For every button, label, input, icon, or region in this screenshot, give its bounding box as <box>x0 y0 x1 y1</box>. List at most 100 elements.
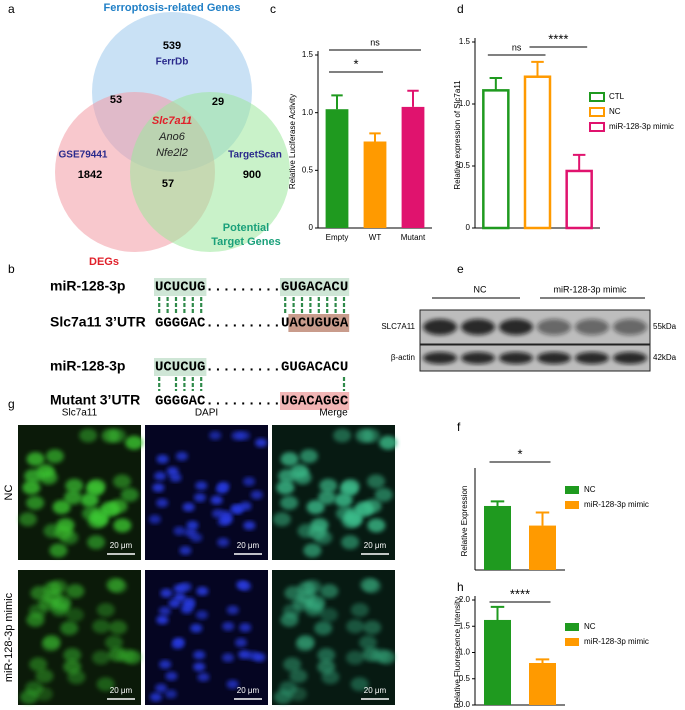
highlight <box>154 358 207 376</box>
cell <box>346 619 365 634</box>
cell <box>113 518 132 533</box>
cell <box>164 689 177 699</box>
cell <box>104 635 123 650</box>
bar <box>565 169 593 230</box>
cell <box>106 577 125 592</box>
cell <box>22 480 41 495</box>
error-bar <box>331 94 343 110</box>
y-tick-label: 1.0 <box>302 108 314 117</box>
y-axis-label: Relative expression of Slc7a11 <box>453 80 462 190</box>
cell <box>26 495 45 510</box>
cell <box>169 473 182 483</box>
cell <box>210 495 223 505</box>
cell <box>66 584 85 599</box>
cell <box>230 504 243 514</box>
cell <box>156 454 169 464</box>
legend-swatch <box>565 623 579 631</box>
cell <box>293 470 312 485</box>
blot-band <box>499 352 533 364</box>
y-axis-label: Relative Luciferase Activity <box>288 94 297 189</box>
seq-label: miR-128-3p <box>50 278 125 294</box>
y-tick-label: 1.0 <box>459 99 471 108</box>
micrograph: 20 μm <box>272 425 398 560</box>
sequence: UCUCUG.........GUGACACU <box>155 280 348 296</box>
blot-band <box>613 319 647 335</box>
cell <box>345 650 364 665</box>
cell <box>234 638 247 648</box>
cell <box>363 620 382 635</box>
cell <box>63 648 82 663</box>
cell <box>236 580 249 590</box>
blot-band <box>537 319 571 335</box>
cell <box>341 535 360 550</box>
cell <box>186 520 199 530</box>
sequence: GGGGAC.........UGACAGGC <box>155 394 349 410</box>
cell <box>193 650 206 660</box>
cell <box>246 651 259 661</box>
blot-band <box>461 352 495 364</box>
cell <box>297 590 316 605</box>
cell <box>334 493 353 508</box>
cell <box>226 605 239 615</box>
cell <box>209 430 222 440</box>
sig-label: ns <box>512 42 522 52</box>
cell <box>49 543 68 558</box>
cell <box>79 428 98 443</box>
cell <box>363 499 382 514</box>
set-count: 539 <box>163 40 181 52</box>
sequence: GGGGAC.........UACUGUGA <box>155 316 349 332</box>
legend-swatch <box>565 501 579 509</box>
center-gene: Nfe2l2 <box>156 147 188 159</box>
y-tick-label: 0.5 <box>459 161 471 170</box>
cell <box>190 623 203 633</box>
cell <box>303 543 322 558</box>
y-axis-label: Relative Fluorescence Intensity <box>453 597 462 708</box>
set-source: FerrDb <box>156 57 189 68</box>
cell <box>26 612 45 627</box>
highlight <box>288 314 350 332</box>
blot-band <box>423 352 457 364</box>
cell <box>43 590 62 605</box>
image-bg <box>18 425 141 560</box>
cell <box>154 471 167 481</box>
blot-frame <box>419 309 651 345</box>
legend-label: NC <box>584 485 596 494</box>
cell <box>317 648 336 663</box>
channel-label: DAPI <box>195 408 218 419</box>
cell <box>26 452 45 467</box>
cell <box>299 449 318 464</box>
cell <box>195 481 208 491</box>
legend-swatch <box>589 92 605 102</box>
scale-label: 20 μm <box>110 686 133 695</box>
cell <box>179 582 192 592</box>
panel-label: c <box>270 2 276 16</box>
bar <box>523 75 552 230</box>
sig-label: * <box>517 446 522 461</box>
seq-label: Slc7a11 3’UTR <box>50 314 146 330</box>
panel-label: f <box>457 420 461 434</box>
protein-size: 55kDa <box>653 322 677 331</box>
image-bg <box>145 425 268 560</box>
protein-name: β-actin <box>391 353 415 362</box>
cell <box>24 469 43 484</box>
set-name: Potential <box>223 222 269 234</box>
bar <box>401 106 425 228</box>
cell <box>243 476 256 486</box>
cell <box>159 659 172 669</box>
legend-swatch <box>565 638 579 646</box>
set-count: 1842 <box>78 169 102 181</box>
cell <box>109 499 128 514</box>
cell <box>237 431 250 441</box>
cell <box>289 669 308 684</box>
cell <box>350 677 369 692</box>
channel-label: Merge <box>319 408 348 419</box>
scale-label: 20 μm <box>364 686 387 695</box>
blot-band <box>499 319 533 335</box>
panel-label: e <box>457 262 464 276</box>
cell <box>182 600 195 610</box>
highlight <box>154 278 207 296</box>
cell <box>149 692 162 702</box>
cell <box>280 452 299 467</box>
condition-label: miR-128-3p mimic <box>3 592 15 682</box>
